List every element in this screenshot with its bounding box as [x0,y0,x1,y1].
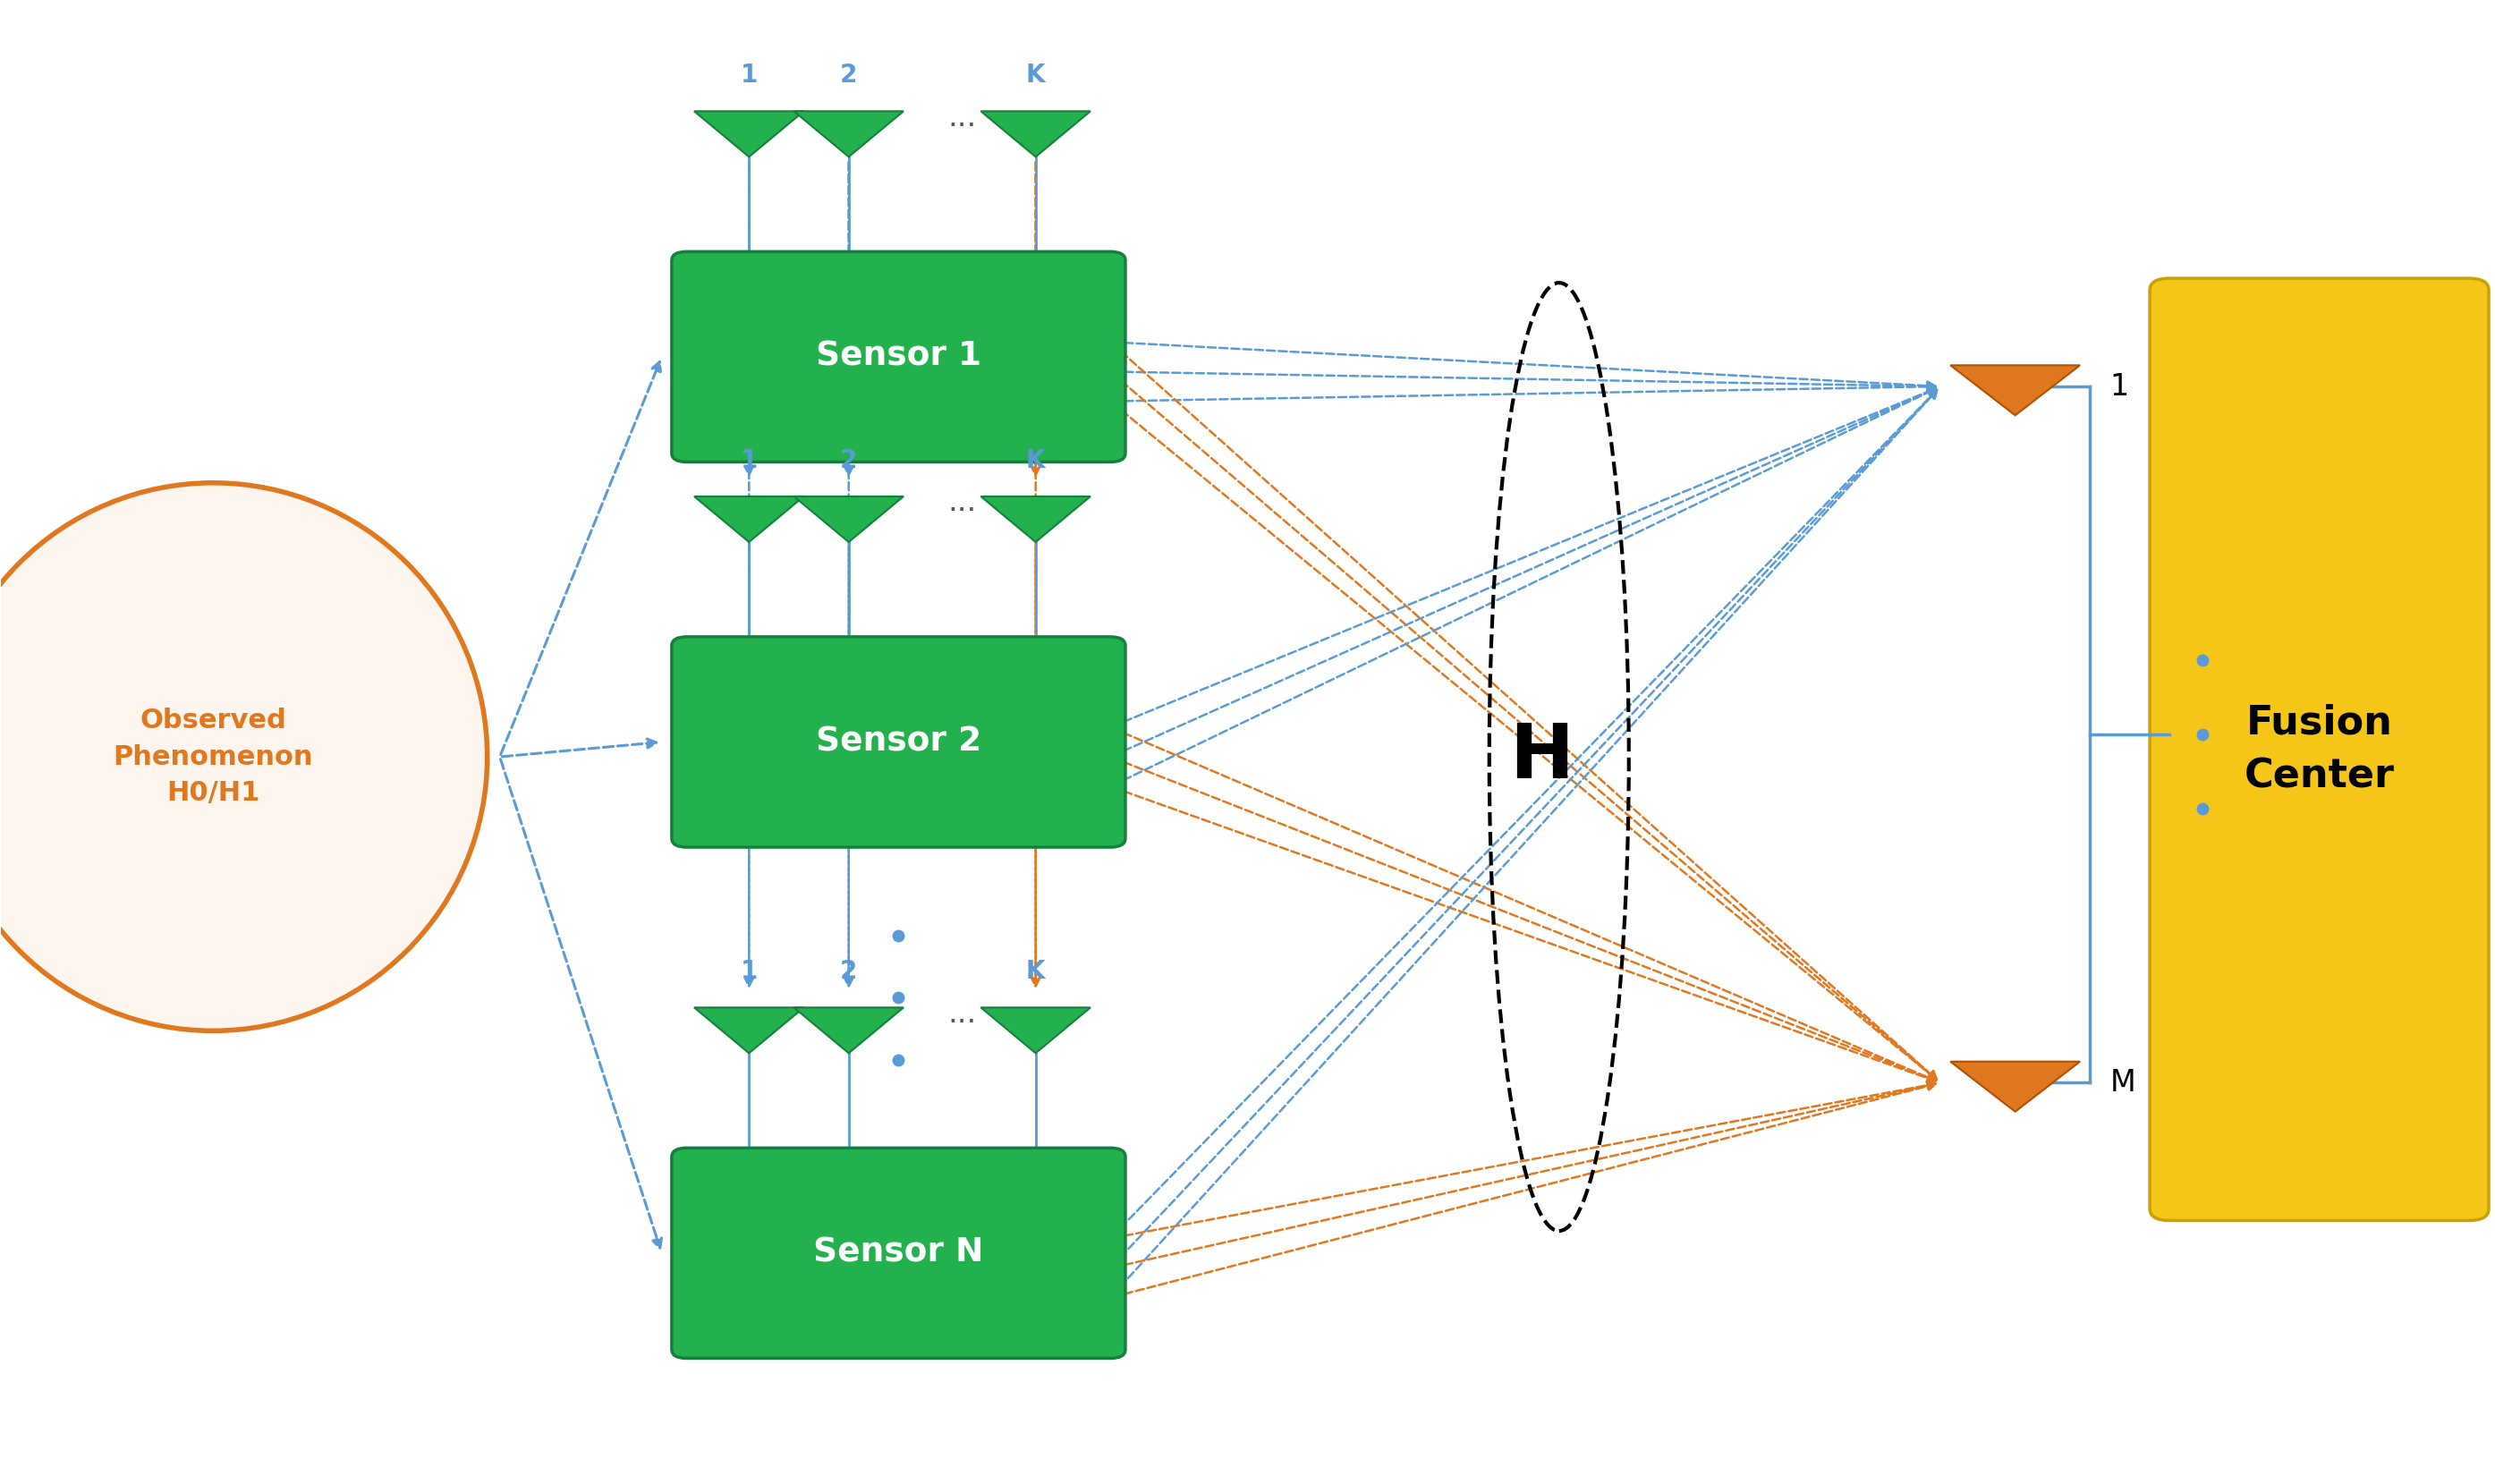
Polygon shape [1951,1061,2081,1112]
Text: Observed
Phenomenon
H0/H1: Observed Phenomenon H0/H1 [112,708,312,806]
Text: H: H [1509,720,1574,794]
Polygon shape [981,111,1090,157]
Polygon shape [793,496,903,542]
Text: M: M [2111,1068,2136,1098]
Text: 1: 1 [741,62,758,88]
Polygon shape [981,496,1090,542]
Polygon shape [1951,365,2081,416]
Text: K: K [1025,448,1045,473]
Text: ...: ... [948,488,976,518]
Text: K: K [1025,959,1045,984]
Polygon shape [981,1008,1090,1054]
FancyBboxPatch shape [671,637,1125,847]
FancyBboxPatch shape [671,1149,1125,1358]
Ellipse shape [0,482,487,1031]
Text: Sensor 2: Sensor 2 [816,726,981,758]
Text: K: K [1025,62,1045,88]
Text: 1: 1 [741,959,758,984]
Text: Fusion
Center: Fusion Center [2243,703,2395,795]
FancyBboxPatch shape [671,252,1125,462]
Text: 2: 2 [841,448,858,473]
Polygon shape [694,496,803,542]
Text: ...: ... [948,999,976,1028]
Text: 1: 1 [2111,371,2128,401]
Text: 2: 2 [841,62,858,88]
Polygon shape [694,1008,803,1054]
Text: ...: ... [948,102,976,132]
Text: Sensor 1: Sensor 1 [816,341,981,372]
FancyBboxPatch shape [2151,279,2490,1220]
Polygon shape [793,111,903,157]
Polygon shape [793,1008,903,1054]
Text: 2: 2 [841,959,858,984]
Text: Sensor N: Sensor N [813,1238,983,1269]
Polygon shape [694,111,803,157]
Text: 1: 1 [741,448,758,473]
